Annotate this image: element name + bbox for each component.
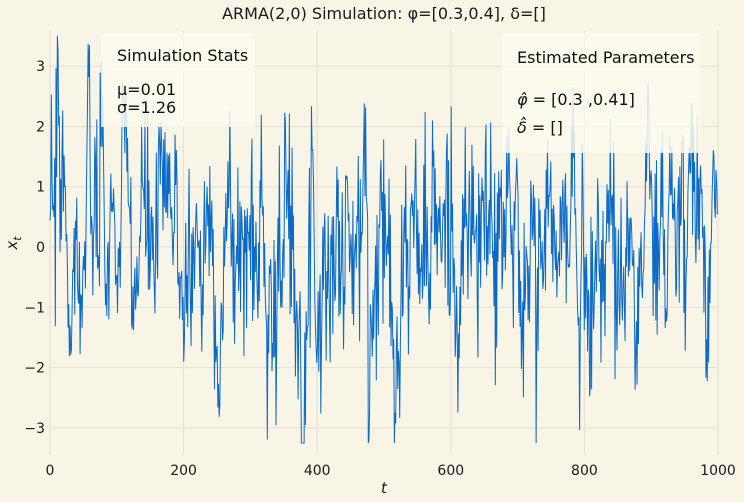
x-axis-label: t: [381, 479, 388, 497]
y-tick-label: 3: [36, 59, 45, 75]
y-tick-label: −2: [24, 361, 45, 377]
params-heading: Estimated Parameters: [517, 48, 695, 67]
y-tick-label: 1: [36, 180, 45, 196]
x-tick-label: 800: [571, 463, 598, 479]
chart-title: ARMA(2,0) Simulation: φ=[0.3,0.4], δ=[]: [222, 4, 546, 23]
x-tick-label: 600: [437, 463, 464, 479]
phi-value: = [0.3 ,0.41]: [528, 90, 635, 109]
y-tick-label: −3: [24, 421, 45, 437]
x-tick-label: 0: [46, 463, 55, 479]
stats-mean: μ=0.01: [117, 80, 176, 99]
delta-value: = []: [527, 118, 563, 137]
x-tick-label: 1000: [700, 463, 736, 479]
phi-estimate: φ̂ = [0.3 ,0.41]: [517, 90, 635, 109]
phi-symbol: φ̂: [517, 90, 528, 109]
series-layer: [49, 36, 719, 444]
y-axis-label: xt: [3, 236, 24, 251]
params-box: [502, 33, 700, 153]
y-tick-label: 2: [36, 119, 45, 135]
delta-symbol: δ̂: [517, 117, 527, 137]
stats-box: [101, 33, 255, 127]
x-tick-label: 400: [304, 463, 331, 479]
y-tick-label: −1: [24, 300, 45, 316]
stats-std: σ=1.26: [117, 98, 176, 117]
series-line: [49, 36, 719, 444]
x-tick-label: 200: [170, 463, 197, 479]
tick-labels: 0 200 400 600 800 1000 −3 −2 −1 0 1 2 3: [24, 59, 735, 479]
y-tick-label: 0: [36, 240, 45, 256]
delta-estimate: δ̂ = []: [517, 117, 563, 137]
stats-heading: Simulation Stats: [117, 46, 248, 65]
